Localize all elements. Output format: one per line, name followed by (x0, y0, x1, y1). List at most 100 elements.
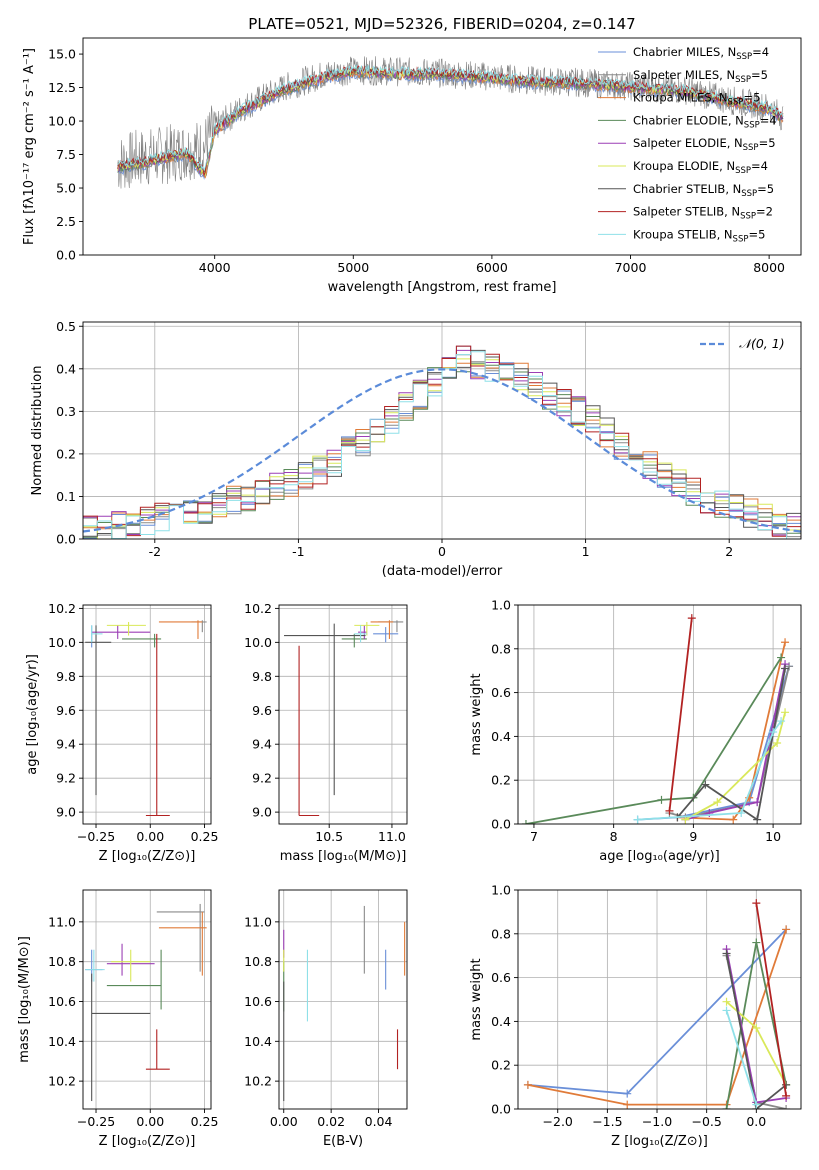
legend-text: Chabrier STELIB, N (633, 182, 741, 196)
plot-area (83, 345, 801, 539)
y-tick-label: 7.5 (56, 147, 76, 162)
mass-weight-marker (523, 1080, 532, 1089)
y-tick-label: 10.4 (48, 1034, 76, 1049)
mass-weight-marker (737, 809, 746, 818)
y-tick-label: 0.0 (491, 817, 511, 832)
legend-entry: Kroupa STELIB, NSSP=5 (633, 227, 765, 244)
x-axis-label: Z [log₁₀(Z/Z⊙)] (99, 1134, 196, 1149)
x-tick-label: 0.0 (746, 1114, 766, 1129)
y-tick-label: 1.0 (491, 883, 511, 898)
x-tick-label: −0.5 (691, 1114, 721, 1129)
axes-frame (278, 604, 408, 825)
x-tick-label: 0.00 (270, 1114, 298, 1129)
y-tick-label: 10.8 (48, 954, 76, 969)
y-axis-label: Normed distribution (30, 366, 45, 496)
x-tick-label: 10.5 (315, 829, 343, 844)
x-tick-label: 4000 (199, 260, 231, 275)
y-tick-label: 0.0 (56, 248, 76, 263)
y-tick-label: 12.5 (48, 80, 76, 95)
y-tick-label: 9.2 (252, 771, 272, 786)
mass-weight-line (637, 666, 790, 821)
legend-subscript: SSP (733, 234, 749, 244)
plot-area (117, 56, 784, 189)
x-axis-label: Z [log₁₀(Z/Z⊙)] (611, 1134, 708, 1149)
mass-weight-marker (777, 717, 786, 726)
y-tick-label: 9.8 (56, 669, 76, 684)
legend-entry: 𝒩(0, 1) (739, 336, 785, 351)
x-tick-label: −1.0 (642, 1114, 672, 1129)
mass-weight-marker (752, 1023, 761, 1032)
gridlines (83, 322, 801, 540)
x-tick-label: 5000 (337, 260, 369, 275)
legend-text: Chabrier MILES, N (633, 45, 736, 59)
mass-weight-line (725, 953, 787, 1109)
legend-text: Kroupa STELIB, N (633, 227, 733, 241)
x-tick-label: −0.25 (77, 829, 115, 844)
y-tick-label: 10.8 (244, 954, 272, 969)
mass-weight-line (525, 657, 782, 824)
y-tick-label: 9.6 (252, 703, 272, 718)
mass-weight-line (668, 617, 693, 812)
x-tick-label: 8 (610, 829, 618, 844)
residual-histogram (83, 351, 801, 539)
legend-subscript: SSP (744, 120, 760, 130)
y-tick-label: 10.4 (244, 1034, 272, 1049)
legend-entry: Kroupa ELODIE, NSSP=4 (633, 159, 768, 176)
mass-weight-line (637, 720, 782, 821)
legend-text: Salpeter ELODIE, N (633, 136, 743, 150)
legend-count: =5 (757, 182, 774, 196)
y-tick-label: 0.8 (491, 926, 511, 941)
legend-count: =5 (748, 227, 765, 241)
y-tick-label: 0.0 (56, 532, 76, 547)
mass-weight-marker (782, 1080, 791, 1089)
y-tick-label: 0.2 (56, 446, 76, 461)
plot-area (283, 905, 406, 1102)
mass-weight-line (527, 929, 787, 1106)
panel-massweight_vs_Z: −2.0 −1.5 −1.0 −0.5 0.0 0.0 0.2 0.4 0.6 0.8 1.0 Z [… (469, 883, 802, 1149)
y-axis-label: mass [log₁₀(M/M⊙)] (17, 936, 32, 1063)
model-spectrum-line (117, 65, 784, 177)
axes-frame (278, 889, 408, 1110)
y-tick-label: 10.2 (48, 1074, 76, 1089)
mass-weight-marker (521, 820, 530, 824)
axes-frame (82, 604, 212, 825)
y-tick-label: 9.4 (56, 737, 76, 752)
y-tick-label: 0.2 (491, 1058, 511, 1073)
legend-entry: Kroupa MILES, NSSP=5 (633, 91, 760, 108)
y-tick-label: 0.4 (491, 729, 511, 744)
x-tick-label: 8000 (753, 260, 785, 275)
mass-weight-line (684, 712, 786, 821)
y-axis-label: mass weight (469, 958, 484, 1040)
x-tick-label: 0.02 (317, 1114, 345, 1129)
mass-weight-marker (752, 938, 761, 947)
y-tick-label: 0.6 (491, 970, 511, 985)
x-axis-label: Z [log₁₀(Z/Z⊙)] (99, 849, 196, 864)
x-tick-label: 2 (725, 544, 733, 559)
x-tick-label: 0.00 (136, 829, 164, 844)
legend-entry: Salpeter STELIB, NSSP=2 (633, 205, 773, 222)
legend-subscript: SSP (735, 166, 751, 176)
axes-frame (82, 889, 212, 1110)
x-tick-label: 0 (438, 544, 446, 559)
mass-weight-marker (782, 1105, 791, 1109)
mass-weight-marker (773, 738, 782, 747)
x-axis-label: wavelength [Angstrom, rest frame] (328, 280, 557, 295)
gridlines (83, 605, 211, 824)
x-tick-label: 10 (765, 829, 781, 844)
y-tick-label: 15.0 (48, 47, 76, 62)
mass-weight-marker (633, 815, 642, 824)
legend-subscript: SSP (736, 52, 752, 62)
panel-age_vs_mass: 10.5 11.0 9.0 9.2 9.4 9.6 9.8 10.0 10.2 mass [log… (244, 601, 408, 864)
x-tick-label: 9 (689, 829, 697, 844)
y-tick-label: 10.2 (48, 601, 76, 616)
y-tick-label: 0.8 (491, 641, 511, 656)
plot-area (521, 614, 794, 824)
x-axis-label: E(B-V) (323, 1134, 363, 1149)
x-tick-label: 7 (530, 829, 538, 844)
legend-count: =4 (760, 113, 777, 127)
mass-weight-marker (781, 638, 790, 647)
panel-mass_vs_ebv: 0.00 0.02 0.04 10.2 10.4 10.6 10.8 11.0 E(B-V) (244, 889, 408, 1149)
y-axis-label: Flux [fλ10⁻¹⁷ erg cm⁻² s⁻¹ A⁻¹] (22, 48, 37, 245)
legend-entry: Salpeter ELODIE, NSSP=5 (633, 136, 776, 153)
